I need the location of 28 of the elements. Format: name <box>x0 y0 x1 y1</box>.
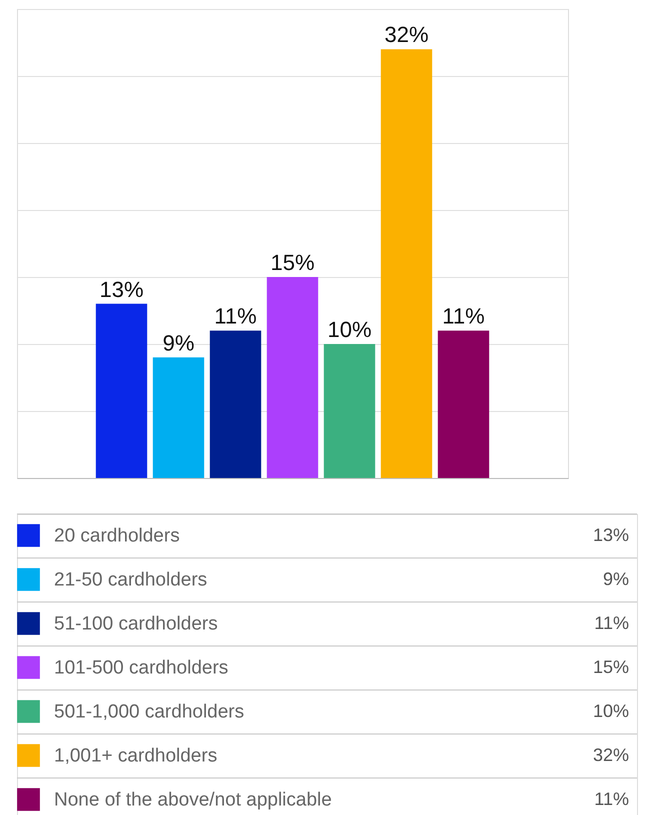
bar <box>210 330 262 478</box>
text: 32% <box>592 745 629 765</box>
bar <box>324 344 376 478</box>
text: 9% <box>602 569 629 589</box>
text: 10% <box>592 701 629 721</box>
legend-label: 51-100 cardholders <box>54 614 218 634</box>
data-label: 15% <box>270 250 315 275</box>
data-label: 10% <box>327 317 372 342</box>
bar <box>96 304 148 478</box>
data-label: 11% <box>442 304 485 329</box>
legend-label: 1,001+ cardholders <box>54 746 218 766</box>
bar <box>380 49 432 478</box>
data-label: 32% <box>384 22 429 48</box>
legend-label: 501-1,000 cardholders <box>54 702 244 722</box>
legend-label: 101-500 cardholders <box>54 658 228 678</box>
legend-label: None of the above/not applicable <box>54 790 332 810</box>
legend-label: 21-50 cardholders <box>54 570 208 590</box>
bar <box>438 330 490 478</box>
data-label: 9% <box>162 330 194 356</box>
data-label: 13% <box>99 276 144 302</box>
text: 11% <box>594 613 629 633</box>
text: 15% <box>592 657 629 677</box>
legend-label: 20 cardholders <box>54 526 180 546</box>
text: 11% <box>594 789 629 809</box>
bar <box>266 277 318 478</box>
bar <box>152 357 204 478</box>
data-label: 11% <box>214 304 257 329</box>
text: 13% <box>592 525 629 545</box>
